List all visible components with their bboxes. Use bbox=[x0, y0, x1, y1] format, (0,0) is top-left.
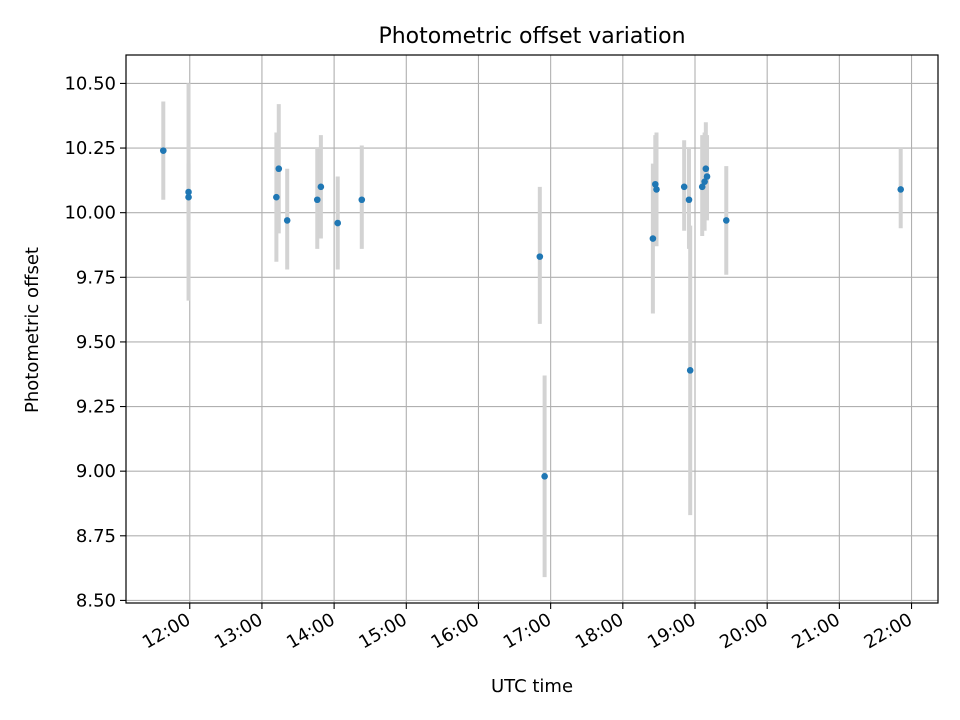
data-point bbox=[313, 196, 321, 204]
data-point bbox=[897, 186, 905, 193]
data-point bbox=[649, 235, 657, 242]
y-axis: 8.50 8.75 9.00 9.25 9.50 9.75 10.00 10.25 10.50 bbox=[64, 73, 126, 611]
y-tick-label: 9.50 bbox=[76, 332, 116, 353]
data-point bbox=[680, 183, 688, 191]
plot-frame bbox=[125, 54, 939, 604]
chart-title: Photometric offset variation bbox=[378, 24, 685, 49]
data-point bbox=[685, 196, 693, 204]
data-point bbox=[317, 183, 325, 191]
y-tick-label: 8.75 bbox=[76, 526, 116, 547]
data-point bbox=[541, 473, 548, 480]
y-tick-label: 9.00 bbox=[76, 461, 116, 482]
y-axis-label: Photometric offset bbox=[22, 247, 43, 413]
data-point bbox=[334, 219, 342, 227]
data-point bbox=[273, 193, 280, 201]
data-point bbox=[185, 188, 192, 196]
y-tick-label: 10.50 bbox=[64, 73, 116, 94]
data-point bbox=[275, 165, 283, 173]
data-point bbox=[536, 253, 544, 260]
data-point bbox=[701, 178, 708, 185]
data-point bbox=[159, 147, 167, 154]
data-points bbox=[159, 147, 905, 480]
data-point bbox=[698, 183, 706, 191]
data-point bbox=[652, 180, 659, 188]
data-point bbox=[686, 367, 694, 374]
y-tick-label: 8.50 bbox=[76, 590, 116, 611]
data-point bbox=[722, 217, 730, 224]
data-point bbox=[653, 186, 660, 193]
data-point bbox=[702, 165, 710, 173]
y-tick-label: 10.25 bbox=[64, 138, 116, 159]
grid bbox=[126, 55, 938, 603]
data-point bbox=[283, 217, 291, 224]
data-point bbox=[358, 196, 366, 204]
x-axis-label: UTC time bbox=[491, 676, 573, 697]
y-tick-label: 9.75 bbox=[76, 267, 116, 288]
data-point bbox=[703, 173, 711, 180]
data-point bbox=[185, 193, 192, 201]
y-tick-label: 10.00 bbox=[64, 203, 116, 224]
y-tick-label: 9.25 bbox=[76, 397, 116, 418]
